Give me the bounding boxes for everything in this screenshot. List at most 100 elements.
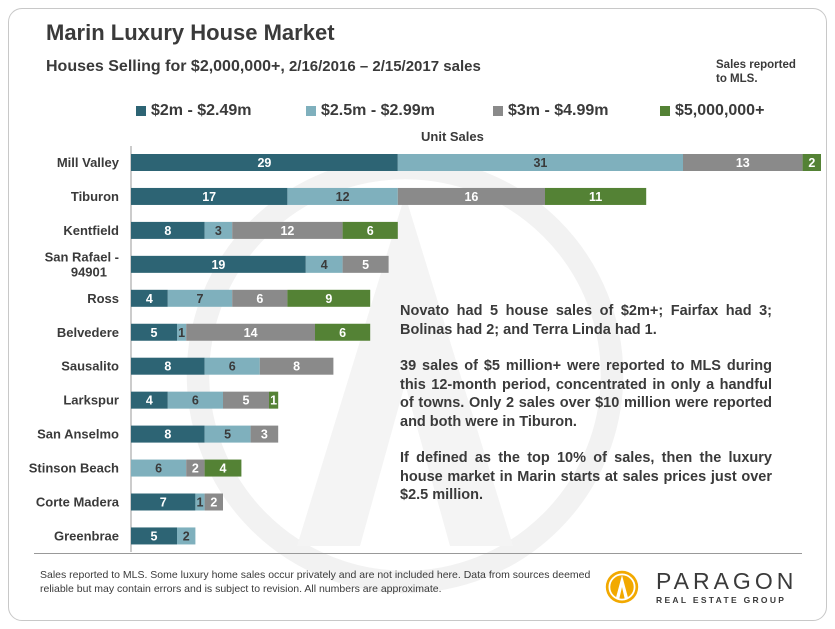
bar-segment — [186, 459, 205, 477]
chart-subtitle: Houses Selling for $2,000,000+, 2/16/201… — [46, 58, 481, 76]
bar-segment — [397, 187, 545, 205]
data-label: 19 — [211, 258, 225, 272]
data-label: 2 — [210, 496, 217, 510]
data-label: 3 — [215, 224, 222, 238]
bar-segment — [131, 425, 205, 443]
bar-segment — [269, 391, 279, 409]
bar-segment — [131, 391, 168, 409]
subtitle-dates: 2/16/2016 – 2/15/2017 sales — [284, 58, 481, 75]
bar-segment — [545, 187, 647, 205]
data-label: 1 — [178, 326, 185, 340]
category-label: Kentfield — [63, 223, 119, 238]
bar-segment — [131, 154, 398, 171]
category-label: Tiburon — [71, 189, 119, 204]
data-label: 6 — [367, 224, 374, 238]
category-label: Larkspur — [63, 393, 119, 408]
bar-segment — [250, 425, 279, 443]
bar-segment — [287, 289, 371, 307]
footer-divider — [34, 553, 802, 554]
commentary-text: Novato had 5 house sales of $2m+; Fairfa… — [400, 302, 772, 523]
bar-segment — [167, 289, 233, 307]
data-label: 4 — [321, 258, 328, 272]
axis-title-text: Unit Sales — [421, 129, 484, 144]
legend-label-s4: $5,000,000+ — [675, 102, 765, 119]
bar-segment — [131, 255, 306, 273]
legend-swatch-s4 — [660, 106, 670, 116]
data-label: 9 — [325, 292, 332, 306]
subtitle-main: Houses Selling for $2,000,000+, — [46, 58, 285, 75]
legend-label-s3: $3m - $4.99m — [508, 102, 609, 119]
bar-segment — [186, 323, 315, 341]
category-label: San Anselmo — [37, 427, 119, 442]
bar-segment — [204, 425, 251, 443]
mls-note: Sales reported to MLS. — [716, 59, 796, 85]
data-label: 6 — [256, 292, 263, 306]
legend-label-s1: $2m - $2.49m — [151, 102, 252, 119]
data-label: 8 — [164, 224, 171, 238]
data-label: 6 — [229, 360, 236, 374]
data-label: 5 — [243, 394, 250, 408]
data-label: 14 — [244, 326, 258, 340]
bar-segment — [204, 221, 233, 239]
bar-segment — [177, 527, 196, 545]
footer-disclaimer: Sales reported to MLS. Some luxury home … — [40, 569, 591, 595]
bar-segment — [259, 357, 334, 375]
category-label: Belvedere — [57, 325, 119, 340]
category-label: San Rafael -94901 — [45, 249, 119, 279]
legend-item-s1: $2m - $2.49m — [136, 102, 252, 120]
commentary-p2: 39 sales of $5 million+ were reported to… — [400, 358, 772, 430]
data-label: 5 — [362, 258, 369, 272]
bar-segment — [131, 323, 177, 341]
legend-label-s2: $2.5m - $2.99m — [321, 102, 435, 119]
data-label: 12 — [280, 224, 294, 238]
bar-segment — [802, 154, 821, 171]
data-label: 5 — [224, 428, 231, 442]
data-label: 11 — [589, 190, 602, 204]
legend-swatch-s1 — [136, 106, 146, 116]
data-label: 4 — [146, 394, 153, 408]
category-label: Corte Madera — [36, 495, 120, 510]
bar-segment — [232, 221, 343, 239]
bar-segment — [204, 459, 242, 477]
bar-segment — [287, 187, 398, 205]
bar-segment — [131, 187, 288, 205]
data-label: 2 — [808, 156, 815, 170]
category-label: Mill Valley — [57, 155, 120, 170]
chart-title: Marin Luxury House Market — [46, 20, 335, 45]
data-label: 1 — [270, 394, 277, 408]
bar-segment — [131, 493, 196, 511]
category-label: Sausalito — [61, 359, 119, 374]
data-label: 16 — [464, 190, 478, 204]
legend-item-s2: $2.5m - $2.99m — [306, 102, 435, 120]
bar-segment — [204, 357, 260, 375]
bar-segment — [223, 391, 269, 409]
bar-segment — [131, 357, 205, 375]
bar-segment — [232, 289, 288, 307]
data-label: 7 — [160, 496, 167, 510]
data-label: 5 — [151, 326, 158, 340]
chart-legend: $2m - $2.49m $2.5m - $2.99m $3m - $4.99m… — [0, 102, 835, 122]
logo-name: PARAGON — [656, 568, 798, 594]
data-label: 8 — [293, 360, 300, 374]
data-label: 5 — [151, 529, 158, 543]
bar-segment — [131, 527, 177, 545]
data-label: 6 — [339, 326, 346, 340]
bar-segment — [195, 493, 205, 511]
data-label: 17 — [202, 190, 216, 204]
bar-segment — [342, 255, 389, 273]
commentary-p1: Novato had 5 house sales of $2m+; Fairfa… — [400, 303, 772, 338]
bar-segment — [204, 493, 223, 511]
bar-segment — [131, 459, 187, 477]
legend-swatch-s2 — [306, 106, 316, 116]
data-label: 31 — [533, 156, 547, 170]
bar-segment — [397, 154, 683, 171]
legend-item-s4: $5,000,000+ — [660, 102, 764, 120]
category-label: Greenbrae — [54, 528, 119, 543]
data-label: 12 — [336, 190, 350, 204]
data-label: 13 — [736, 156, 750, 170]
bar-segment — [315, 323, 371, 341]
data-label: 8 — [164, 360, 171, 374]
data-label: 7 — [197, 292, 204, 306]
data-label: 4 — [220, 462, 227, 476]
